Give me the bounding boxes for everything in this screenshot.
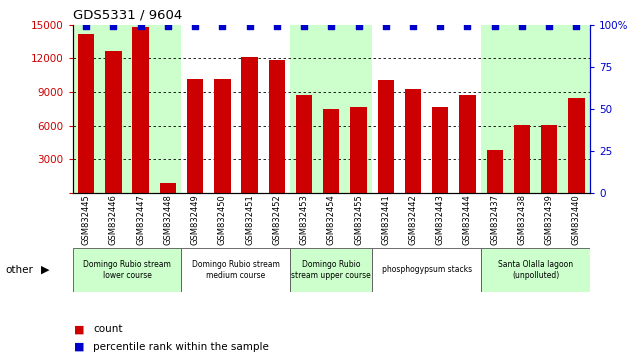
Point bbox=[353, 24, 363, 29]
Bar bbox=[290, 25, 372, 193]
Point bbox=[544, 24, 554, 29]
Bar bbox=[73, 25, 182, 193]
Point bbox=[81, 24, 91, 29]
Text: ■: ■ bbox=[74, 324, 85, 334]
Point bbox=[571, 24, 581, 29]
Text: phosphogypsum stacks: phosphogypsum stacks bbox=[382, 266, 471, 274]
Point bbox=[136, 24, 146, 29]
Bar bbox=[568, 98, 584, 193]
Point bbox=[190, 24, 200, 29]
Bar bbox=[323, 109, 339, 193]
Text: Domingo Rubio stream
lower course: Domingo Rubio stream lower course bbox=[83, 260, 171, 280]
Text: ▶: ▶ bbox=[41, 265, 50, 275]
Text: Santa Olalla lagoon
(unpolluted): Santa Olalla lagoon (unpolluted) bbox=[498, 260, 573, 280]
Point bbox=[272, 24, 282, 29]
Bar bbox=[78, 34, 95, 193]
Bar bbox=[405, 88, 421, 193]
Point bbox=[463, 24, 473, 29]
FancyBboxPatch shape bbox=[73, 248, 182, 292]
Bar bbox=[459, 95, 476, 193]
Point bbox=[517, 24, 527, 29]
Text: other: other bbox=[5, 265, 33, 275]
Point bbox=[408, 24, 418, 29]
Text: GDS5331 / 9604: GDS5331 / 9604 bbox=[73, 9, 182, 22]
Point bbox=[163, 24, 173, 29]
Text: percentile rank within the sample: percentile rank within the sample bbox=[93, 342, 269, 352]
Bar bbox=[541, 125, 557, 193]
FancyBboxPatch shape bbox=[182, 248, 290, 292]
Bar bbox=[160, 183, 176, 193]
Bar bbox=[105, 51, 122, 193]
Bar bbox=[350, 107, 367, 193]
Point bbox=[217, 24, 227, 29]
Bar bbox=[242, 57, 257, 193]
Bar bbox=[187, 79, 203, 193]
Point bbox=[326, 24, 336, 29]
FancyBboxPatch shape bbox=[481, 248, 590, 292]
Bar bbox=[182, 25, 290, 193]
Bar bbox=[487, 150, 503, 193]
Point bbox=[380, 24, 391, 29]
Point bbox=[109, 24, 119, 29]
Point bbox=[245, 24, 255, 29]
FancyBboxPatch shape bbox=[290, 248, 372, 292]
Text: count: count bbox=[93, 324, 123, 334]
Bar bbox=[377, 80, 394, 193]
Bar bbox=[432, 107, 449, 193]
Bar bbox=[514, 125, 530, 193]
Bar bbox=[214, 79, 230, 193]
Bar bbox=[372, 25, 481, 193]
Text: Domingo Rubio stream
medium course: Domingo Rubio stream medium course bbox=[192, 260, 280, 280]
Point bbox=[490, 24, 500, 29]
Bar bbox=[133, 27, 149, 193]
Bar bbox=[481, 25, 590, 193]
FancyBboxPatch shape bbox=[372, 248, 481, 292]
Text: ■: ■ bbox=[74, 342, 85, 352]
Point bbox=[435, 24, 445, 29]
Point bbox=[299, 24, 309, 29]
Bar bbox=[296, 95, 312, 193]
Text: Domingo Rubio
stream upper course: Domingo Rubio stream upper course bbox=[292, 260, 371, 280]
Bar bbox=[269, 59, 285, 193]
